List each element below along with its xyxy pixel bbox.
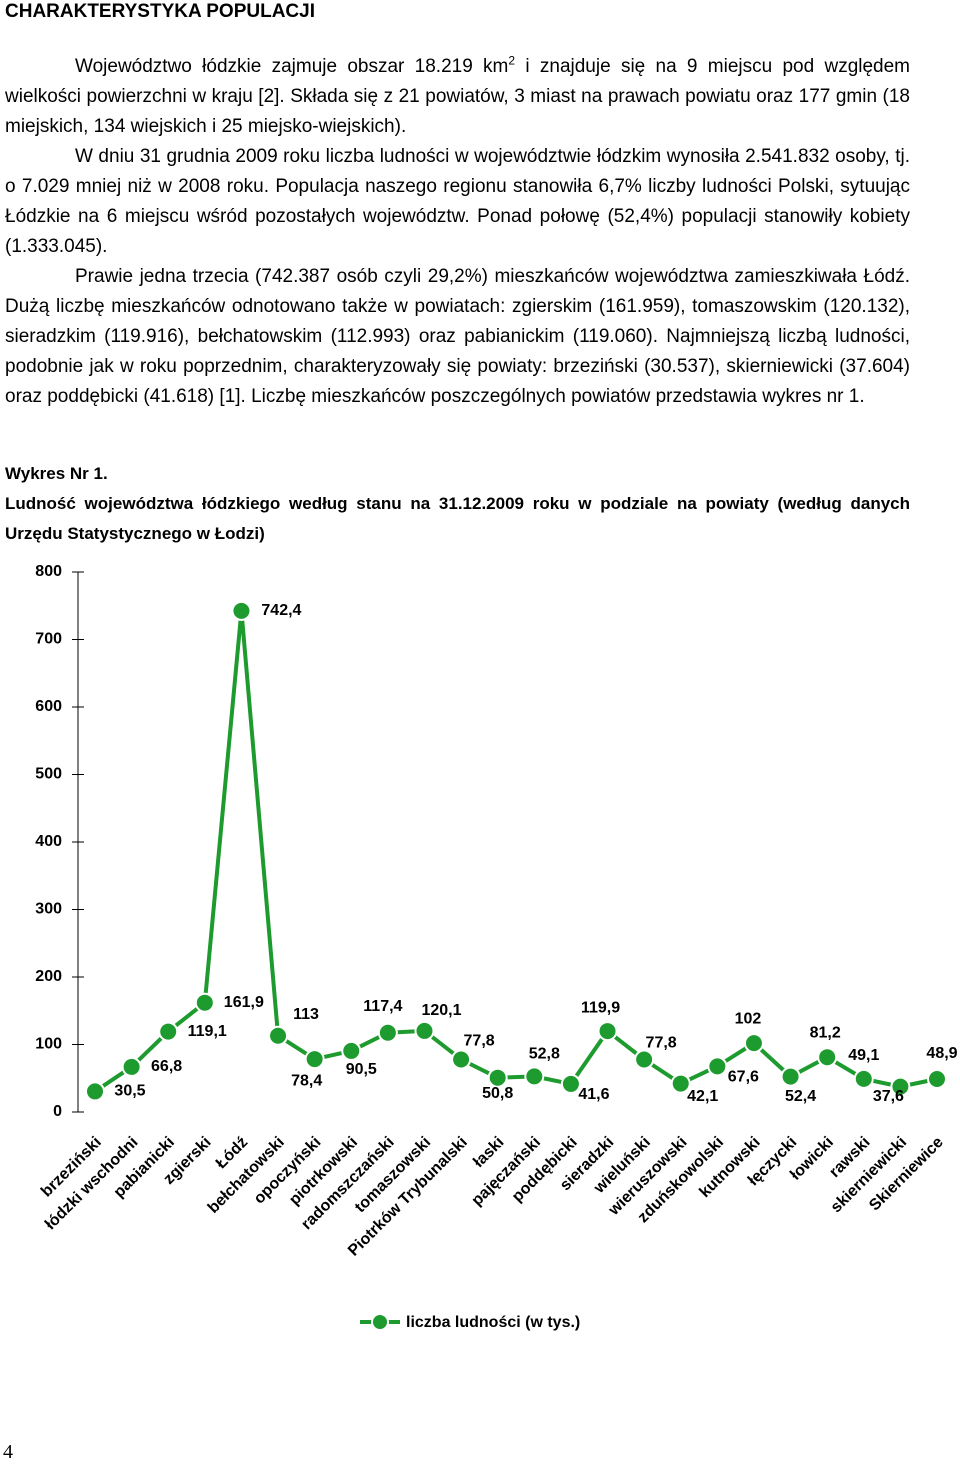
data-point	[524, 1066, 545, 1087]
heading: CHARAKTERYSTYKA POPULACJI	[5, 1, 316, 22]
y-tick-label: 0	[53, 1103, 62, 1120]
data-label: 117,4	[363, 998, 402, 1015]
data-label: 66,8	[151, 1058, 182, 1075]
figure-caption: Ludność województwa łódzkiego według sta…	[5, 494, 910, 543]
data-label: 742,4	[261, 602, 301, 619]
data-point	[194, 992, 215, 1013]
data-label: 52,8	[529, 1046, 560, 1063]
data-point	[487, 1067, 508, 1088]
figure-label: Wykres Nr 1.	[5, 464, 108, 483]
data-point	[597, 1021, 618, 1042]
data-label: 78,4	[291, 1072, 322, 1089]
body-text: Województwo łódzkie zajmuje obszar 18.21…	[5, 52, 910, 412]
data-label: 49,1	[848, 1047, 879, 1064]
y-tick-label: 600	[35, 698, 62, 715]
data-label: 119,9	[581, 999, 620, 1016]
y-tick-label: 300	[35, 901, 62, 918]
paragraph: Prawie jedna trzecia (742.387 osób czyli…	[5, 266, 910, 407]
data-point	[707, 1056, 728, 1077]
page-number: 4	[3, 1441, 13, 1463]
data-point	[377, 1022, 398, 1043]
superscript: 2	[508, 53, 516, 68]
data-label: 67,6	[728, 1069, 759, 1086]
text: i znajduje się na 9 miejscu pod względem…	[5, 56, 911, 137]
data-point	[121, 1056, 142, 1077]
data-point	[341, 1040, 362, 1061]
data-label: 41,6	[578, 1086, 609, 1103]
data-label: 102	[735, 1010, 762, 1027]
data-point	[304, 1049, 325, 1070]
data-point	[670, 1073, 691, 1094]
data-point	[927, 1068, 947, 1089]
y-tick-label: 400	[35, 833, 62, 850]
data-point	[743, 1033, 764, 1054]
data-point	[890, 1076, 911, 1097]
data-point	[780, 1066, 801, 1087]
y-tick-label: 800	[35, 563, 62, 580]
data-point	[231, 600, 252, 621]
data-point	[414, 1020, 435, 1041]
data-point	[634, 1049, 655, 1070]
data-label: 119,1	[188, 1023, 227, 1040]
data-label: 52,4	[785, 1088, 816, 1105]
y-tick-label: 200	[35, 968, 62, 985]
legend-marker	[371, 1313, 389, 1331]
paragraph: Województwo łódzkie zajmuje obszar 18.21…	[5, 52, 910, 142]
data-label: 42,1	[687, 1088, 718, 1105]
data-label: 161,9	[224, 994, 264, 1011]
data-point	[560, 1073, 581, 1094]
data-point	[853, 1068, 874, 1089]
data-label: 30,5	[114, 1083, 145, 1100]
data-label: 37,6	[873, 1088, 904, 1105]
data-line	[93, 608, 938, 1094]
y-tick-label: 700	[35, 631, 62, 648]
data-label: 48,9	[926, 1045, 957, 1062]
data-label: 77,8	[464, 1033, 495, 1050]
data-point	[158, 1021, 179, 1042]
data-point	[268, 1025, 289, 1046]
legend-label: liczba ludności (w tys.)	[406, 1314, 580, 1331]
data-label: 50,8	[482, 1085, 513, 1102]
text: Województwo łódzkie zajmuje obszar 18.21…	[75, 56, 509, 77]
data-label: 77,8	[646, 1035, 677, 1052]
data-label: 81,2	[810, 1024, 841, 1041]
data-label: 90,5	[346, 1061, 377, 1078]
y-tick-label: 500	[35, 766, 62, 783]
paragraph: W dniu 31 grudnia 2009 roku liczba ludno…	[5, 146, 910, 257]
data-point	[817, 1047, 838, 1068]
data-point	[85, 1081, 105, 1102]
data-label: 120,1	[421, 1002, 461, 1019]
data-point	[451, 1049, 472, 1070]
y-tick-label: 100	[35, 1036, 62, 1053]
data-label: 113	[293, 1006, 319, 1023]
